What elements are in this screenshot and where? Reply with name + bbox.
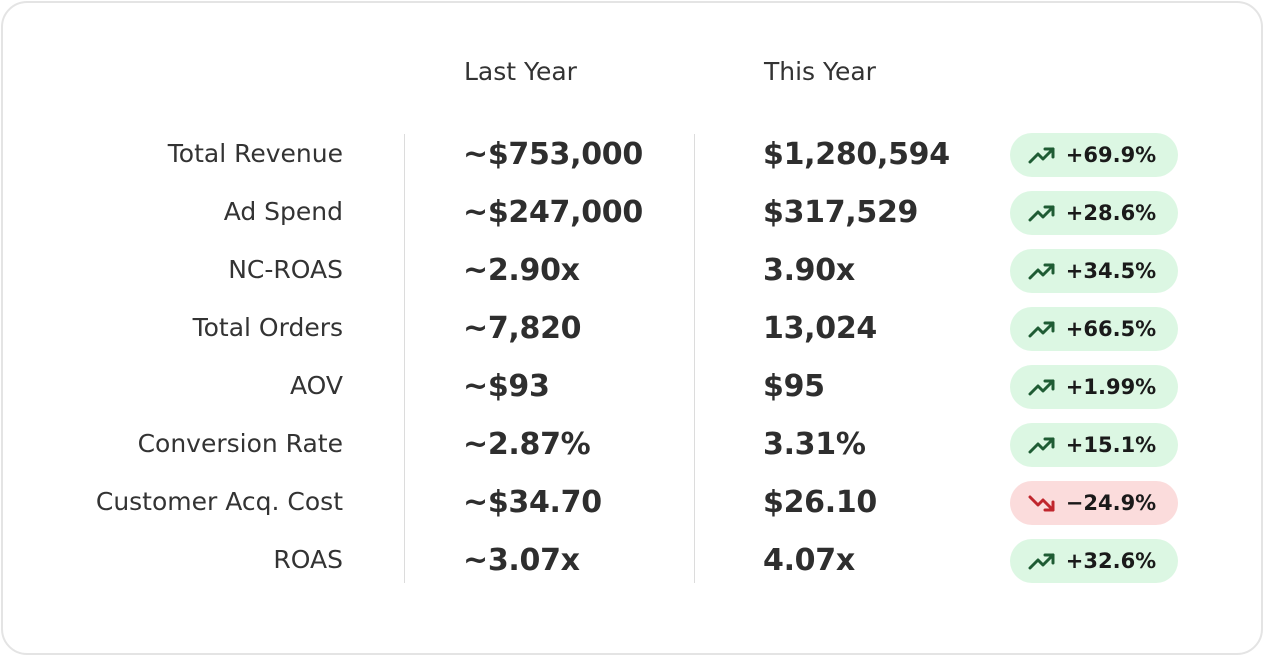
metric-label: Customer Acq. Cost <box>95 487 343 516</box>
last-year-value: ~2.87% <box>463 427 591 462</box>
metric-label: Total Revenue <box>167 139 343 168</box>
this-year-value: 3.90x <box>763 253 855 288</box>
column-divider <box>404 134 405 583</box>
change-badge: +34.5% <box>1010 249 1178 293</box>
change-badge: +28.6% <box>1010 191 1178 235</box>
column-divider <box>694 134 695 583</box>
metric-label: NC-ROAS <box>228 255 343 284</box>
trending-up-icon <box>1028 147 1055 164</box>
trending-up-icon <box>1028 263 1055 280</box>
change-badge: −24.9% <box>1010 481 1178 525</box>
last-year-value: ~7,820 <box>463 311 582 346</box>
metric-label: Total Orders <box>192 313 343 342</box>
trending-up-icon <box>1028 379 1055 396</box>
change-badge: +1.99% <box>1010 365 1178 409</box>
metric-label: AOV <box>289 371 343 400</box>
change-percent: +66.5% <box>1065 317 1157 341</box>
this-year-value: $26.10 <box>763 485 877 520</box>
header-last-year: Last Year <box>464 57 577 86</box>
trending-down-icon <box>1028 495 1055 512</box>
change-percent: +28.6% <box>1065 201 1157 225</box>
last-year-value: ~$753,000 <box>463 137 643 172</box>
trending-up-icon <box>1028 205 1055 222</box>
this-year-value: $317,529 <box>763 195 919 230</box>
this-year-value: $1,280,594 <box>763 137 950 172</box>
last-year-value: ~2.90x <box>463 253 580 288</box>
metric-label: ROAS <box>273 545 343 574</box>
table-row: Conversion Rate ~2.87% 3.31% +15.1% <box>0 423 1264 467</box>
table-row: Ad Spend ~$247,000 $317,529 +28.6% <box>0 191 1264 235</box>
change-percent: +69.9% <box>1065 143 1157 167</box>
this-year-value: 3.31% <box>763 427 866 462</box>
last-year-value: ~3.07x <box>463 543 580 578</box>
metric-label: Conversion Rate <box>137 429 343 458</box>
trending-up-icon <box>1028 321 1055 338</box>
change-percent: +15.1% <box>1065 433 1157 457</box>
change-percent: +1.99% <box>1065 375 1157 399</box>
change-badge: +69.9% <box>1010 133 1178 177</box>
table-row: Total Revenue ~$753,000 $1,280,594 +69.9% <box>0 133 1264 177</box>
change-badge: +32.6% <box>1010 539 1178 583</box>
last-year-value: ~$247,000 <box>463 195 643 230</box>
change-percent: +34.5% <box>1065 259 1157 283</box>
table-row: NC-ROAS ~2.90x 3.90x +34.5% <box>0 249 1264 293</box>
table-row: Customer Acq. Cost ~$34.70 $26.10 −24.9% <box>0 481 1264 525</box>
change-badge: +66.5% <box>1010 307 1178 351</box>
change-badge: +15.1% <box>1010 423 1178 467</box>
table-row: Total Orders ~7,820 13,024 +66.5% <box>0 307 1264 351</box>
table-row: ROAS ~3.07x 4.07x +32.6% <box>0 539 1264 583</box>
this-year-value: 13,024 <box>763 311 877 346</box>
trending-up-icon <box>1028 437 1055 454</box>
header-this-year: This Year <box>764 57 876 86</box>
this-year-value: $95 <box>763 369 825 404</box>
change-percent: +32.6% <box>1065 549 1157 573</box>
last-year-value: ~$93 <box>463 369 550 404</box>
change-percent: −24.9% <box>1065 491 1157 515</box>
last-year-value: ~$34.70 <box>463 485 602 520</box>
this-year-value: 4.07x <box>763 543 855 578</box>
trending-up-icon <box>1028 553 1055 570</box>
table-row: AOV ~$93 $95 +1.99% <box>0 365 1264 409</box>
metric-label: Ad Spend <box>223 197 343 226</box>
